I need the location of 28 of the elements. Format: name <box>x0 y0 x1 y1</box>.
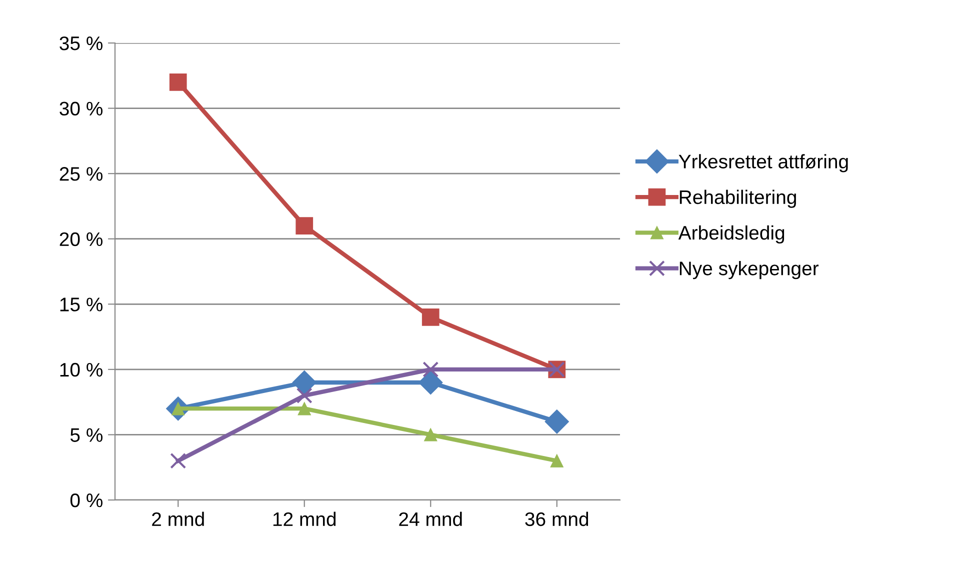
point <box>422 361 439 378</box>
y-tick-label: 5 % <box>70 428 103 442</box>
point <box>170 452 186 469</box>
point <box>296 217 314 234</box>
point <box>292 370 317 395</box>
legend-label: Rehabilitering <box>680 190 796 208</box>
x-tick-label: 24 mnd <box>399 512 462 526</box>
y-tick-label: 20 % <box>60 232 103 246</box>
y-tick-label: 10 % <box>60 362 103 377</box>
point <box>544 410 570 434</box>
legend-label: Nye sykepenger <box>680 261 819 280</box>
y-tick-label: 35 % <box>60 36 103 50</box>
point <box>550 454 564 468</box>
point <box>296 388 312 404</box>
y-tick-label: 30 % <box>60 102 103 116</box>
y-tick-label: 25 % <box>60 167 103 181</box>
x-tick-label: 12 mnd <box>273 512 336 526</box>
x-tick-label: 36 mnd <box>525 512 588 526</box>
legend-label: Yrkesrettet attføring <box>678 154 848 172</box>
point <box>418 370 443 395</box>
point <box>424 428 438 442</box>
point <box>422 308 440 326</box>
point <box>169 73 187 91</box>
x-tick-label: 2 mnd <box>152 512 204 526</box>
y-tick-label: 0 % <box>70 493 103 508</box>
y-tick-label: 15 % <box>60 298 103 312</box>
point <box>298 402 311 416</box>
legend-label: Arbeidsledig <box>678 225 784 244</box>
